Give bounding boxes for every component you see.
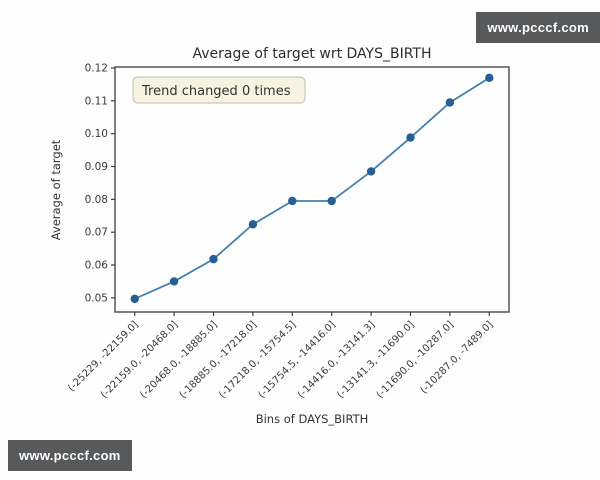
data-point: [406, 133, 415, 142]
data-point: [445, 98, 455, 107]
annotation-box: [132, 76, 306, 104]
data-point: [248, 220, 258, 229]
y-tick-label: 0.08: [85, 194, 108, 206]
x-tick-label: (-11690.0, -10287.0]: [375, 319, 456, 400]
data-point: [485, 73, 494, 83]
y-axis-ticks: 0.05 0.06 0.07 0.08 0.09 0.10 0.11 0.12: [85, 62, 115, 304]
data-point: [288, 196, 297, 206]
x-tick-label: (-18885.0, -17218.0]: [178, 319, 259, 400]
data-series: [130, 73, 494, 304]
x-tick-label: (-14416.0, -13141.3]: [296, 319, 377, 400]
data-point: [169, 277, 179, 286]
data-point: [209, 254, 218, 264]
x-tick-label: (-20468.0, -18885.0]: [138, 319, 219, 400]
x-tick-label: (-22159.0, -20468.0]: [99, 319, 180, 400]
annotation-text: Trend changed 0 times: [141, 84, 291, 99]
y-tick-label: 0.11: [85, 95, 108, 107]
y-tick-label: 0.10: [85, 128, 108, 140]
x-tick-label: (-25229, -22159.0]: [66, 319, 141, 394]
x-tick-label: (-13141.3, -11690.0]: [335, 319, 416, 400]
data-point: [130, 294, 139, 304]
x-tick-label: (-10287.0, -7489.0]: [419, 319, 496, 396]
y-tick-label: 0.09: [85, 161, 108, 173]
chart-title: Average of target wrt DAYS_BIRTH: [192, 46, 431, 62]
data-point: [366, 167, 376, 176]
plot-area: [114, 66, 510, 313]
x-axis-ticks: (-25229, -22159.0](-22159.0, -20468.0](-…: [66, 312, 495, 401]
watermark-bottom: www.pcccf.com: [8, 440, 132, 471]
y-axis-label: Average of target: [49, 139, 63, 240]
y-tick-label: 0.06: [85, 260, 109, 272]
x-axis-label: Bins of DAYS_BIRTH: [256, 412, 369, 426]
y-tick-label: 0.12: [85, 62, 108, 74]
series-line: [134, 77, 490, 300]
y-tick-label: 0.07: [85, 227, 108, 239]
annotation: Trend changed 0 times: [132, 76, 306, 104]
watermark-top: www.pcccf.com: [476, 12, 600, 43]
x-tick-label: (-15754.5, -14416.0]: [256, 319, 337, 400]
data-point: [327, 196, 336, 206]
x-tick-label: (-17218.0, -15754.5]: [217, 319, 298, 400]
y-tick-label: 0.05: [85, 292, 108, 304]
